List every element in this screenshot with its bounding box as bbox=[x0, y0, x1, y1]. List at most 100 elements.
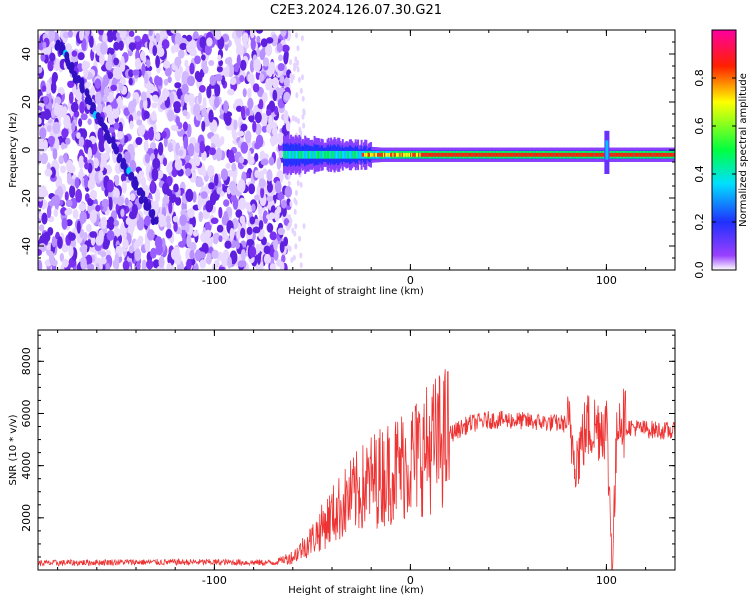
heatmap-cell bbox=[542, 152, 545, 157]
heatmap-cell bbox=[288, 245, 292, 252]
heatmap-cell bbox=[237, 179, 246, 193]
heatmap-cell bbox=[238, 156, 245, 164]
heatmap-cell bbox=[84, 162, 90, 170]
heatmap-cell bbox=[518, 152, 521, 157]
heatmap-cell bbox=[539, 152, 542, 157]
heatmap-cell bbox=[586, 152, 589, 157]
heatmap-cell bbox=[38, 186, 46, 200]
heatmap-cell bbox=[151, 102, 158, 109]
heatmap-cell bbox=[99, 164, 104, 172]
heatmap-cell bbox=[240, 227, 246, 239]
heatmap-cell bbox=[122, 260, 130, 270]
heatmap-cell bbox=[458, 152, 461, 157]
heatmap-cell bbox=[166, 221, 172, 230]
heatmap-cell bbox=[364, 152, 367, 157]
heatmap-cell bbox=[88, 35, 94, 48]
heatmap-cell bbox=[362, 152, 365, 157]
heatmap-cell bbox=[468, 152, 471, 157]
heatmap-cell bbox=[208, 109, 214, 123]
heatmap-cell bbox=[527, 152, 530, 157]
heatmap-cell bbox=[455, 152, 458, 157]
heatmap-cell bbox=[65, 199, 73, 208]
heatmap-cell bbox=[157, 76, 163, 87]
heatmap-cell bbox=[185, 188, 194, 202]
heatmap-cell bbox=[223, 210, 229, 223]
heatmap-cell bbox=[215, 147, 223, 162]
heatmap-cell bbox=[477, 152, 480, 157]
heatmap-cell bbox=[611, 152, 614, 157]
heatmap-cell bbox=[249, 216, 256, 225]
heatmap-cell bbox=[256, 35, 261, 43]
heatmap-cell bbox=[58, 155, 64, 165]
heatmap-cell bbox=[378, 152, 381, 157]
heatmap-cell bbox=[136, 110, 142, 117]
heatmap-cell bbox=[144, 215, 152, 227]
heatmap-cell bbox=[90, 235, 96, 246]
heatmap-cell bbox=[192, 230, 199, 237]
heatmap-cell bbox=[553, 152, 556, 157]
heatmap-cell bbox=[464, 152, 467, 157]
heatmap-cell bbox=[113, 122, 120, 130]
snr-plot-area bbox=[38, 369, 675, 570]
heatmap-cell bbox=[559, 152, 562, 157]
heatmap-cell bbox=[668, 152, 671, 157]
heatmap-cell bbox=[38, 151, 42, 165]
heatmap-cell bbox=[311, 150, 314, 159]
heatmap-cell bbox=[235, 43, 244, 57]
heatmap-cell bbox=[236, 228, 242, 240]
heatmap-cell bbox=[307, 150, 310, 159]
heatmap-cell bbox=[198, 84, 206, 93]
heatmap-cell bbox=[180, 209, 186, 217]
heatmap-cell bbox=[457, 152, 460, 157]
heatmap-cell bbox=[673, 152, 675, 157]
heatmap-cell bbox=[78, 136, 85, 147]
heatmap-cell bbox=[232, 131, 238, 140]
heatmap-cell bbox=[249, 30, 255, 39]
heatmap-cell bbox=[105, 262, 111, 270]
heatmap-cell bbox=[525, 152, 528, 157]
heatmap-cell bbox=[229, 77, 237, 86]
heatmap-cell bbox=[230, 195, 237, 203]
heatmap-cell bbox=[270, 136, 276, 147]
heatmap-cell bbox=[648, 152, 651, 157]
heatmap-cell bbox=[106, 230, 115, 241]
heatmap-cell bbox=[186, 234, 192, 248]
heatmap-cell bbox=[495, 152, 498, 157]
heatmap-cell bbox=[157, 170, 164, 179]
heatmap-cell bbox=[300, 35, 304, 42]
heatmap-cell bbox=[392, 152, 395, 157]
heatmap-cell bbox=[246, 226, 253, 236]
heatmap-cell bbox=[669, 152, 672, 157]
heatmap-cell bbox=[571, 152, 574, 157]
heatmap-cell bbox=[138, 196, 144, 205]
heatmap-cell bbox=[71, 121, 76, 133]
heatmap-cell bbox=[248, 115, 255, 122]
heatmap-cell bbox=[143, 196, 149, 205]
heatmap-cell bbox=[79, 101, 85, 114]
heatmap-cell bbox=[515, 152, 518, 157]
heatmap-cell bbox=[509, 152, 512, 157]
heatmap-cell bbox=[293, 65, 297, 72]
heatmap-cell bbox=[42, 41, 47, 49]
heatmap-cell bbox=[612, 152, 615, 157]
heatmap-cell bbox=[140, 190, 146, 199]
heatmap-cell bbox=[44, 168, 53, 177]
heatmap-cell bbox=[588, 152, 591, 157]
heatmap-cell bbox=[214, 73, 223, 82]
heatmap-cell bbox=[84, 81, 92, 88]
x-tick-label: 100 bbox=[596, 274, 617, 287]
colorbar-tick-label: 0.8 bbox=[693, 69, 706, 87]
heatmap-cell bbox=[217, 54, 222, 62]
heatmap-cell bbox=[398, 152, 401, 157]
heatmap-cell bbox=[295, 92, 299, 99]
heatmap-cell bbox=[267, 67, 273, 78]
top-x-axis-label: Height of straight line (km) bbox=[288, 286, 424, 297]
bottom-axes: -100 0 100 2000 4000 6000 8000 bbox=[20, 330, 675, 587]
heatmap-cell bbox=[42, 139, 48, 152]
heatmap-cell bbox=[240, 105, 246, 119]
heatmap-cell bbox=[118, 82, 123, 92]
heatmap-cell bbox=[337, 150, 340, 159]
heatmap-cell bbox=[211, 249, 219, 259]
heatmap-cell bbox=[391, 152, 394, 157]
heatmap-cell bbox=[397, 152, 400, 157]
